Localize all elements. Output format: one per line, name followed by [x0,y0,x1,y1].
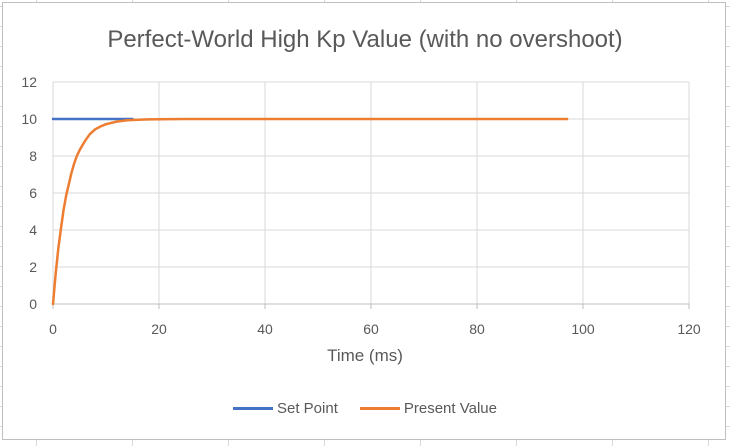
x-tick-label: 80 [469,321,485,337]
chart-title: Perfect-World High Kp Value (with no ove… [107,26,623,53]
y-tick-label: 6 [29,185,37,201]
y-tick-label: 2 [29,259,37,275]
legend-label-present-value: Present Value [403,400,497,417]
x-tick-label: 20 [151,321,167,337]
y-tick-label: 12 [21,74,37,90]
x-axis-title: Time (ms) [327,346,403,365]
x-tick-label: 0 [49,321,57,337]
chart-area[interactable] [2,2,726,440]
y-tick-label: 0 [29,296,37,312]
legend-item-set-point: Set Point [233,400,338,417]
legend-swatch-present-value [359,407,400,410]
x-tick-label: 60 [363,321,379,337]
y-tick-label: 10 [21,111,37,127]
legend-swatch-set-point [233,407,273,410]
y-tick-label: 4 [29,222,37,238]
y-tick-label: 8 [29,148,37,164]
x-tick-label: 120 [677,321,701,337]
legend-item-present-value: Present Value [359,400,497,417]
x-tick-label: 100 [571,321,595,337]
series-line-present-value [51,117,569,306]
legend-label-set-point: Set Point [277,400,338,417]
legend: Set Point Present Value [0,400,730,417]
x-tick-label: 40 [257,321,273,337]
